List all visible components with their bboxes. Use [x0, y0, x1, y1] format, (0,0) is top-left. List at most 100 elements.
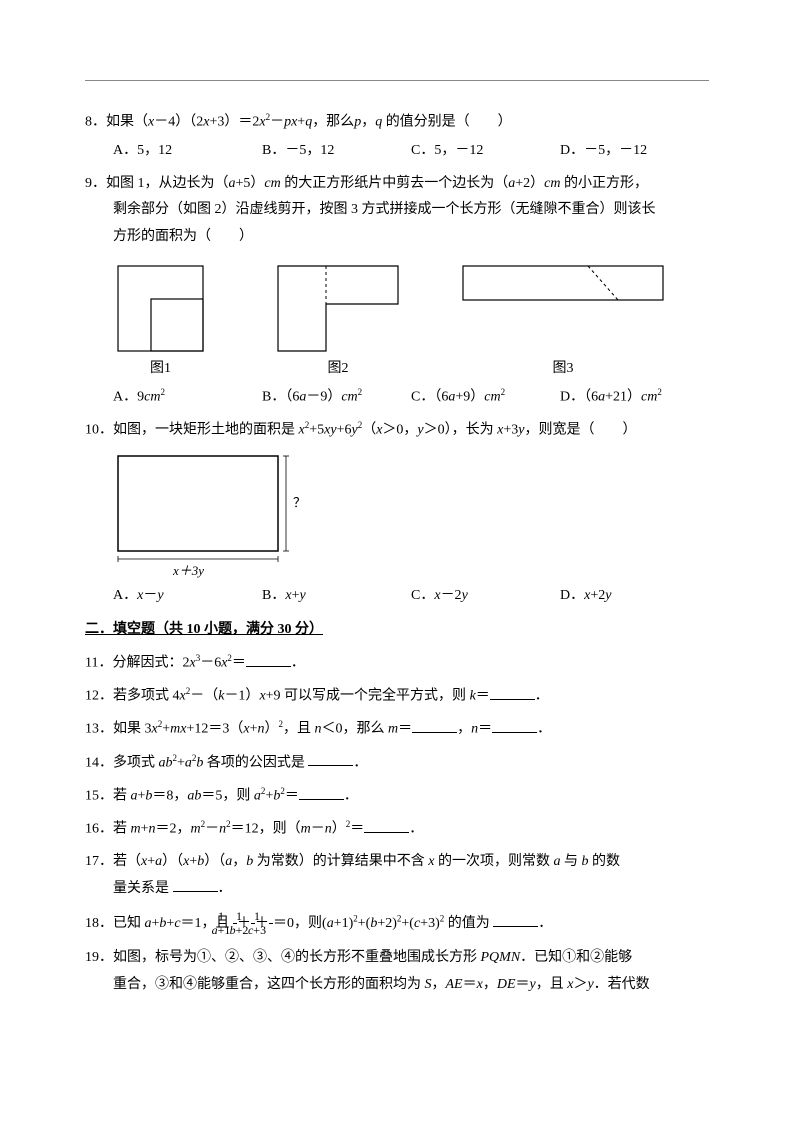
q9-t5: 的小正方形， [560, 176, 648, 191]
q16-t8: ＝ [350, 822, 364, 837]
q14-a: a [185, 755, 192, 770]
q16-m1: m [131, 822, 141, 837]
q9-t1: 如图 1，从边长为（ [106, 176, 229, 191]
q8-optA: A．5，12 [113, 138, 262, 165]
q13-t10: ＝ [478, 722, 492, 737]
q8-t1: 如果（ [106, 115, 148, 130]
q19-t6: ， [483, 977, 497, 992]
q18-t10: +2) [377, 916, 397, 931]
q18-num: 18． [85, 916, 113, 931]
q15-ab: ab [187, 789, 201, 804]
q18-t13: 的值为 [444, 916, 493, 931]
q9-optA-sup: 2 [160, 387, 165, 397]
question-19: 19．如图，标号为①、②、③、④的长方形不重叠地围成长方形 PQMN．已知①和②… [85, 945, 709, 998]
q10-options: A．x－y B．x+y C．x－2y D．x+2y [85, 583, 709, 610]
question-14: 14．多项式 ab2+a2b 各项的公因式是 ． [85, 750, 709, 777]
q13-t3: +12＝3（ [186, 722, 243, 737]
q12-num: 12． [85, 689, 113, 704]
q19-t4: ， [432, 977, 446, 992]
q17-blank [173, 878, 218, 892]
q10-optC: C．x－2y [411, 583, 560, 610]
q17-t8: 的一次项，则常数 [434, 854, 553, 869]
q10-qmark: ？ [293, 495, 306, 510]
question-8: 8．如果（x－4）（2x+3）＝2x2－px+q，那么p，q 的值分别是（ ） … [85, 109, 709, 165]
q9-options: A．9cm2 B．（6a－9）cm2 C．（6a+9）cm2 D．（6a+21）… [85, 384, 709, 411]
q15-t6: ＝ [285, 789, 299, 804]
q10-t1: 如图，一块矩形土地的面积是 [113, 423, 299, 438]
q10-optC-p: C． [411, 588, 434, 603]
q9-optD: D．（6a+21）cm2 [560, 384, 709, 411]
q11-t1: 分解因式：2 [112, 656, 189, 671]
q19-t2: ．已知①和②能够 [520, 950, 632, 965]
q14-t2: + [177, 755, 185, 770]
q14-end: ． [353, 755, 367, 770]
q10-optA-m: － [143, 588, 157, 603]
q8-optB: B．－5，12 [262, 138, 411, 165]
q17-t10: 的数 [588, 854, 620, 869]
q13-blank1 [412, 719, 457, 733]
q12-end: ． [535, 689, 549, 704]
q12-t3: －1） [224, 689, 259, 704]
q9-t3: 的大正方形纸片中剪去一个边长为（ [281, 176, 509, 191]
q10-optA-y: y [157, 588, 163, 603]
q9-t4: +2） [515, 176, 544, 191]
q9-a1: a [229, 176, 236, 191]
q11-end: ． [291, 656, 305, 671]
q17-line2: 量关系是 ． [85, 876, 709, 903]
q18-t11: +( [401, 916, 414, 931]
q9-optB-m: －9） [306, 390, 341, 405]
q16-m3: m [301, 822, 311, 837]
q18-t7: ＝0，则( [273, 916, 327, 931]
q10-optC-y: y [462, 588, 468, 603]
q9-optA-cm: cm [144, 390, 160, 405]
q13-t8: ＝ [398, 722, 412, 737]
q19-s: S [425, 977, 432, 992]
q16-end: ． [409, 822, 423, 837]
q17-num: 17． [85, 854, 113, 869]
q16-t3: ＝2， [156, 822, 191, 837]
q18-t8: +1) [334, 916, 354, 931]
question-17: 17．若（x+a）（x+b）（a，b 为常数）的计算结果中不含 x 的一次项，则… [85, 849, 709, 902]
q15-a1: a [131, 789, 138, 804]
q14-num: 14． [85, 755, 113, 770]
q9-cm2: cm [544, 176, 560, 191]
q8-options: A．5，12 B．－5，12 C．5，－12 D．－5，－12 [85, 138, 709, 165]
q9-line3: 方形的面积为（ ） [85, 224, 709, 251]
q10-figure: ？ x＋3y [85, 451, 709, 581]
q9-optC-m: +9） [455, 390, 484, 405]
q8-optD: D．－5，－12 [560, 138, 709, 165]
q15-blank [299, 786, 344, 800]
q8-stem: 8．如果（x－4）（2x+3）＝2x2－px+q，那么p，q 的值分别是（ ） [85, 109, 709, 136]
q19-t3: 重合，③和④能够重合，这四个长方形的面积均为 [113, 977, 425, 992]
q16-t2: + [141, 822, 149, 837]
q9-optD-m: +21） [605, 390, 641, 405]
q9-optD-pre: D．（6 [560, 390, 598, 405]
q16-t7: ） [332, 822, 346, 837]
q17-t11: 量关系是 [113, 881, 173, 896]
q9-optD-sup: 2 [657, 387, 662, 397]
q9-line2: 剩余部分（如图 2）沿虚线剪开，按图 3 方式拼接成一个长方形（无缝隙不重合）则… [85, 197, 709, 224]
q19-line1: 19．如图，标号为①、②、③、④的长方形不重叠地围成长方形 PQMN．已知①和②… [85, 945, 709, 972]
q16-t5: ＝12，则（ [231, 822, 301, 837]
q12-blank [490, 686, 535, 700]
q10-optB-y: y [299, 588, 305, 603]
q9-optC: C．（6a+9）cm2 [411, 384, 560, 411]
q18-blank [493, 913, 538, 927]
q13-blank2 [492, 719, 537, 733]
q18-a: a [145, 916, 152, 931]
question-12: 12．若多项式 4x2－（k－1）x+9 可以写成一个完全平方式，则 k＝． [85, 683, 709, 710]
question-10: 10．如图，一块矩形土地的面积是 x2+5xy+6y2（x＞0，y＞0），长为 … [85, 417, 709, 609]
q17-t6: ， [232, 854, 246, 869]
q13-t1: 如果 3 [113, 722, 152, 737]
q9-optA: A．9cm2 [113, 384, 262, 411]
q9-svg [113, 261, 673, 356]
q10-optB-p: B． [262, 588, 285, 603]
q13-m: m [388, 722, 398, 737]
q9-optC-cm: cm [484, 390, 500, 405]
q16-t4: － [205, 822, 219, 837]
q10-optA: A．x－y [113, 583, 262, 610]
q8-t5: + [297, 115, 305, 130]
q9-stem: 9．如图 1，从边长为（a+5）cm 的大正方形纸片中剪去一个边长为（a+2）c… [85, 171, 709, 198]
q17-t5: ）（ [204, 854, 225, 869]
q10-t6: ＞0），长为 [424, 423, 498, 438]
